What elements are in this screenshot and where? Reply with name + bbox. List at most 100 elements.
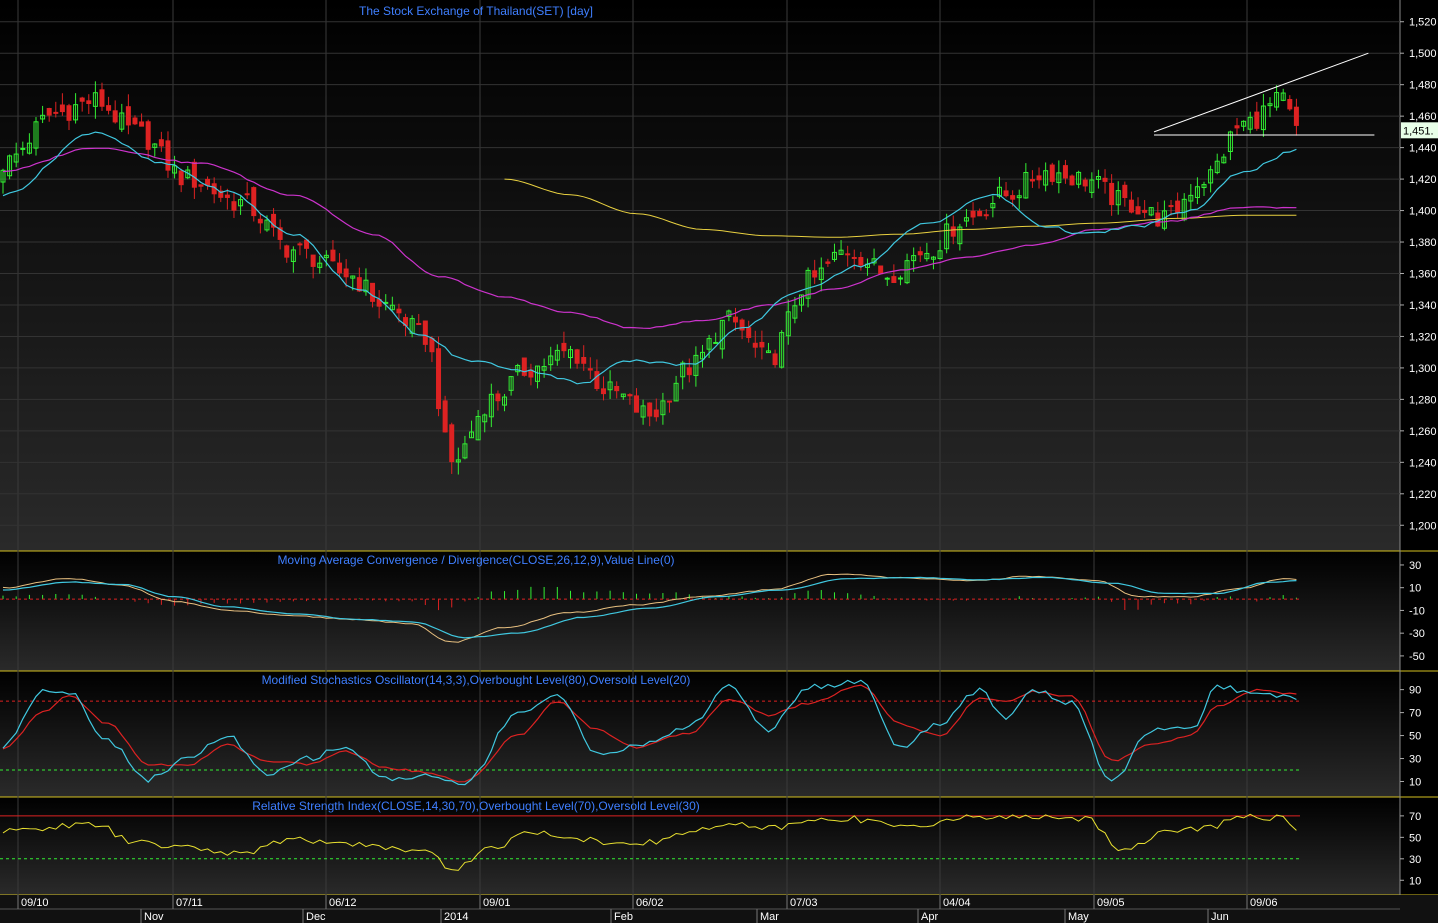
candle-body: [284, 245, 290, 258]
candle-body: [1293, 106, 1299, 126]
candle-body: [475, 415, 481, 441]
candle-body: [363, 279, 369, 293]
price-tick-label: 1,520: [1409, 17, 1437, 29]
candle-body: [851, 256, 857, 259]
candle-body: [1049, 164, 1055, 182]
candle-body: [205, 178, 211, 186]
candle-body: [139, 121, 145, 127]
price-tick-label: 1,240: [1409, 457, 1437, 469]
candle-body: [990, 202, 996, 209]
candle-body: [759, 341, 765, 348]
candle-body: [125, 106, 131, 126]
candle-body: [917, 251, 923, 256]
candle-body: [1175, 200, 1181, 213]
candle-body: [581, 356, 587, 364]
candle-body: [996, 186, 1002, 197]
stoch-tick-label: 10: [1409, 777, 1421, 789]
candle-body: [502, 396, 508, 406]
candle-body: [323, 254, 329, 259]
candle-body: [732, 316, 738, 323]
candle-body: [145, 121, 151, 150]
pane-2-background: [0, 671, 1400, 797]
macd-signal-line: [2, 576, 1297, 639]
candle-body: [172, 165, 178, 174]
macd-tick-label: 10: [1409, 583, 1421, 595]
candle-body: [1029, 179, 1035, 182]
candle-body: [495, 393, 501, 402]
candle-body: [812, 270, 818, 278]
candle-body: [218, 190, 224, 198]
month-label: Dec: [306, 911, 326, 923]
candle-body: [264, 219, 270, 231]
candle-body: [574, 349, 580, 364]
date-label: 06/12: [329, 897, 357, 909]
candle-body: [317, 262, 323, 268]
candle-body: [1056, 172, 1062, 184]
candle-body: [1214, 160, 1220, 174]
candle-body: [785, 311, 791, 337]
price-tick-label: 1,400: [1409, 206, 1437, 218]
candle-body: [152, 143, 158, 148]
candle-body: [620, 393, 626, 398]
candle-body: [356, 277, 362, 292]
candle-body: [1287, 99, 1293, 110]
candle-body: [937, 250, 943, 260]
candle-body: [1043, 170, 1049, 186]
candle-body: [614, 385, 620, 392]
price-tick-label: 1,280: [1409, 394, 1437, 406]
price-tick-label: 1,320: [1409, 331, 1437, 343]
candle-body: [515, 364, 521, 373]
candle-body: [1194, 186, 1200, 198]
candle-body: [231, 201, 237, 211]
stoch-tick-label: 30: [1409, 754, 1421, 766]
candle-body: [666, 400, 672, 403]
candle-body: [884, 277, 890, 280]
candle-body: [891, 276, 897, 284]
candle-body: [370, 282, 376, 302]
candle-body: [779, 332, 785, 368]
candle-body: [337, 262, 343, 274]
candle-body: [1188, 194, 1194, 202]
candle-body: [310, 254, 316, 267]
candle-body: [699, 351, 705, 360]
rsi-pane-title: Relative Strength Index(CLOSE,14,30,70),…: [252, 799, 700, 813]
candle-body: [66, 105, 72, 121]
candle-body: [482, 414, 488, 423]
candle-body: [350, 275, 356, 279]
candle-body: [1168, 205, 1174, 208]
candle-body: [726, 310, 732, 317]
candle-body: [1102, 177, 1108, 182]
candle-body: [7, 155, 13, 177]
candle-body: [86, 100, 92, 105]
trendline-upper: [1153, 52, 1369, 133]
month-label: May: [1068, 911, 1089, 923]
candle-body: [627, 394, 633, 397]
candle-body: [634, 395, 640, 413]
candle-body: [765, 350, 771, 354]
candle-body: [1122, 184, 1128, 199]
candle-body: [719, 319, 725, 350]
date-label: 07/03: [790, 897, 818, 909]
candle-body: [1221, 156, 1227, 164]
candle-body: [680, 362, 686, 378]
candle-body: [693, 354, 699, 376]
candle-body: [1267, 103, 1273, 107]
candle-body: [1234, 125, 1240, 129]
candle-body: [930, 256, 936, 260]
candle-body: [290, 249, 296, 262]
pane-0-background: [0, 0, 1400, 551]
candle-body: [1023, 172, 1029, 199]
candle-body: [442, 400, 448, 433]
price-tick-label: 1,300: [1409, 363, 1437, 375]
candle-body: [825, 261, 831, 264]
candle-body: [53, 111, 59, 114]
date-label: 06/02: [636, 897, 664, 909]
candle-body: [1161, 210, 1167, 229]
candle-body: [330, 249, 336, 262]
candle-body: [26, 142, 32, 154]
candle-body: [73, 104, 79, 121]
candle-body: [548, 355, 554, 366]
candle-body: [469, 431, 475, 439]
stoch-k-line: [2, 679, 1297, 786]
